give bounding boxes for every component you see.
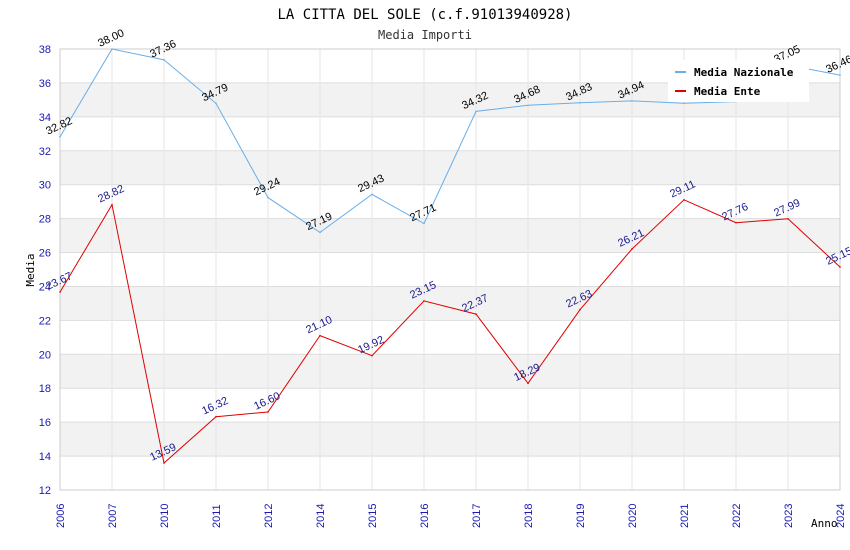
x-tick-label: 2015: [367, 504, 379, 528]
legend-label: Media Ente: [694, 85, 761, 98]
data-point: [527, 382, 529, 385]
data-point: [59, 136, 61, 138]
x-tick-label: 2021: [679, 504, 691, 528]
y-tick-label: 32: [39, 146, 51, 158]
x-tick-label: 2012: [263, 504, 275, 528]
data-point: [371, 354, 373, 357]
data-point: [319, 334, 321, 337]
y-tick-label: 36: [39, 78, 51, 90]
y-tick-label: 26: [39, 248, 51, 260]
chart-title: LA CITTA DEL SOLE (c.f.91013940928): [277, 7, 572, 23]
x-tick-label: 2018: [523, 504, 535, 528]
series-line: [59, 48, 841, 234]
data-point: [631, 100, 633, 102]
x-tick-label: 2006: [55, 504, 67, 528]
y-tick-label: 30: [39, 180, 51, 192]
y-tick-label: 22: [39, 315, 51, 327]
y-tick-label: 12: [39, 485, 51, 497]
grid-band: [60, 286, 840, 321]
data-point: [371, 193, 373, 196]
data-label: 16.60: [252, 390, 282, 413]
data-label: 36.46: [824, 53, 850, 76]
data-point: [59, 291, 61, 293]
data-point: [267, 196, 269, 199]
y-tick-label: 18: [39, 383, 51, 395]
data-label: 27.99: [772, 197, 802, 220]
x-tick-label: 2010: [159, 504, 171, 528]
y-tick-label: 16: [39, 417, 51, 429]
data-point: [683, 198, 685, 201]
data-point: [111, 48, 113, 50]
chart-subtitle: Media Importi: [378, 28, 472, 42]
data-point: [579, 101, 581, 104]
data-point: [683, 102, 685, 105]
data-point: [475, 313, 477, 315]
data-label: 28.82: [96, 183, 126, 206]
data-point: [111, 203, 113, 206]
data-point: [163, 462, 165, 464]
grid-band: [60, 422, 840, 457]
data-point: [163, 59, 165, 61]
grid-band: [60, 354, 840, 389]
x-tick-label: 2024: [835, 504, 847, 528]
legend-label: Media Nazionale: [694, 66, 794, 79]
y-tick-label: 28: [39, 214, 51, 226]
data-point: [475, 110, 477, 113]
plot-border: [59, 48, 841, 491]
data-label: 16.32: [200, 395, 230, 418]
y-axis-ticks: 12 14 16 18 20 22 24 26 28 30 32 34 36 38: [39, 44, 51, 497]
x-axis-ticks: 2006 2007 2010 2011 2012 2014 2015 2016 2017 2018…: [55, 504, 847, 528]
x-tick-label: 2019: [575, 504, 587, 528]
data-label: 37.36: [148, 38, 178, 61]
data-point: [215, 102, 217, 105]
y-tick-label: 24: [39, 281, 51, 293]
data-point: [579, 308, 581, 311]
y-axis-label: Media: [24, 253, 37, 286]
data-label: 19.92: [356, 334, 386, 357]
grid-lines: [59, 48, 841, 491]
data-point: [527, 104, 529, 107]
y-tick-label: 14: [39, 451, 51, 463]
data-point: [735, 221, 737, 224]
x-tick-label: 2023: [783, 504, 795, 528]
data-label: 38.00: [96, 27, 126, 50]
data-point: [215, 415, 217, 418]
x-tick-label: 2017: [471, 504, 483, 528]
data-point: [319, 231, 321, 234]
y-tick-label: 34: [39, 112, 51, 124]
x-tick-label: 2014: [315, 504, 327, 528]
grid-band: [60, 218, 840, 253]
series-line: [59, 199, 841, 464]
x-tick-label: 2011: [211, 504, 223, 528]
grid-bands: [60, 82, 840, 457]
x-tick-label: 2007: [107, 504, 119, 528]
y-tick-label: 38: [39, 44, 51, 56]
data-point: [839, 266, 841, 268]
legend-box: [668, 60, 809, 102]
x-axis-label: Anno: [811, 517, 838, 530]
x-tick-label: 2016: [419, 504, 431, 528]
data-point: [423, 300, 425, 302]
data-point: [839, 74, 841, 76]
legend: Media Nazionale Media Ente: [668, 60, 809, 102]
y-tick-label: 20: [39, 349, 51, 361]
x-tick-label: 2020: [627, 504, 639, 528]
x-tick-label: 2022: [731, 504, 743, 528]
data-point: [423, 222, 425, 225]
data-point: [631, 248, 633, 250]
data-point: [787, 217, 789, 220]
data-point: [267, 411, 269, 413]
